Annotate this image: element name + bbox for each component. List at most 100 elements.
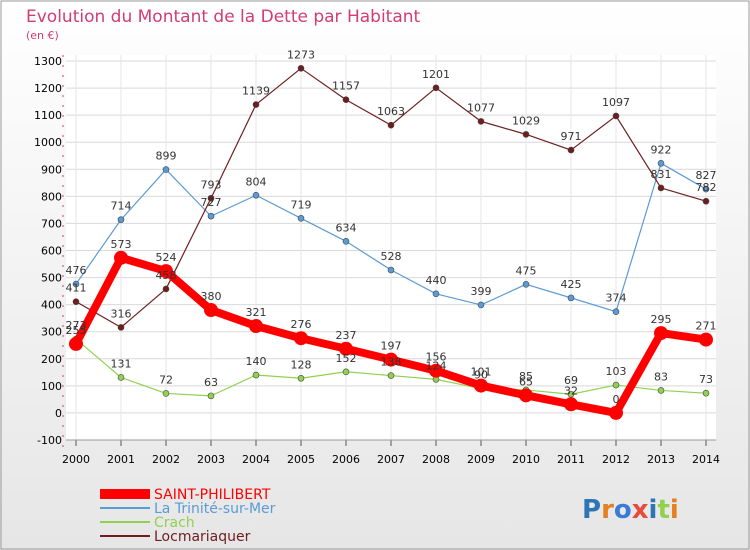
- series-la-trinit-sur-mer: [72, 160, 710, 315]
- data-label: 719: [291, 198, 312, 211]
- logo-letter: x: [632, 495, 649, 525]
- x-tick-label: 2003: [197, 453, 225, 466]
- data-point: [567, 294, 575, 302]
- data-point: [612, 381, 620, 389]
- labels-crach: 273 131 72 63 140 128 152 138 124 90 85 69 103 83 73: [66, 319, 714, 389]
- proxiti-logo: Proxiti: [582, 495, 679, 525]
- data-label: 276: [291, 318, 312, 331]
- labels-la-trinit-sur-mer: 476 714 899 727 804 719 634 528 440 399 475 425 374 9…: [66, 143, 717, 304]
- data-point: [204, 303, 218, 318]
- data-label: 124: [426, 359, 447, 372]
- x-tick-label: 2000: [62, 453, 90, 466]
- y-tick-label: 800: [41, 190, 62, 203]
- x-tick-label: 2012: [602, 453, 630, 466]
- logo-letter: i: [670, 495, 679, 525]
- data-label: 1273: [287, 48, 315, 61]
- legend-label: Locmariaquer: [154, 529, 251, 545]
- plot-area: -100010020030040050060070080090010001100…: [34, 48, 720, 466]
- data-label: 156: [426, 351, 447, 364]
- x-tick-label: 2013: [647, 453, 675, 466]
- data-label: 714: [111, 200, 132, 213]
- data-label: 573: [111, 238, 132, 251]
- data-point: [609, 405, 623, 420]
- data-point: [657, 387, 665, 394]
- data-label: 316: [111, 307, 132, 320]
- data-label: 380: [201, 290, 222, 303]
- logo-letter: P: [582, 495, 601, 525]
- data-label: 374: [606, 292, 627, 305]
- y-tick-label: 0: [55, 407, 62, 420]
- data-point: [429, 363, 443, 378]
- series-saint-philibert: [69, 250, 713, 420]
- data-point: [567, 146, 575, 154]
- data-point: [114, 250, 128, 265]
- data-label: 899: [156, 150, 177, 163]
- data-point: [342, 96, 350, 104]
- y-tick-label: -100: [37, 434, 62, 447]
- data-label: 425: [561, 278, 582, 291]
- data-label: 1063: [377, 105, 405, 118]
- data-point: [252, 371, 260, 379]
- data-point: [252, 101, 260, 108]
- data-point: [207, 212, 215, 220]
- data-label: 273: [66, 319, 87, 332]
- series-locmariaquer: [72, 65, 710, 331]
- data-label: 1157: [332, 80, 360, 93]
- data-point: [69, 336, 83, 351]
- data-point: [387, 121, 395, 129]
- x-tick-label: 2009: [467, 453, 495, 466]
- data-point: [342, 368, 350, 376]
- data-point: [207, 392, 215, 400]
- data-label: 399: [471, 285, 492, 298]
- data-point: [252, 191, 260, 199]
- data-label: 528: [381, 250, 402, 263]
- data-label: 782: [696, 181, 717, 194]
- data-label: 131: [111, 357, 132, 370]
- data-point: [249, 319, 263, 334]
- y-tick-label: 200: [41, 353, 62, 366]
- x-tick-label: 2014: [692, 453, 720, 466]
- data-point: [432, 290, 440, 298]
- logo-text: Proxiti: [582, 495, 679, 525]
- data-point: [297, 374, 305, 382]
- y-tick-label: 900: [41, 163, 62, 176]
- data-point: [474, 378, 488, 393]
- data-point: [294, 331, 308, 346]
- y-tick-label: 600: [41, 245, 62, 258]
- data-point: [702, 389, 710, 397]
- x-tick-label: 2004: [242, 453, 270, 466]
- data-label: 827: [696, 169, 717, 182]
- data-point: [522, 281, 530, 288]
- data-label: 440: [426, 274, 447, 287]
- data-point: [342, 237, 350, 245]
- data-label: 475: [516, 264, 537, 277]
- x-tick-label: 2008: [422, 453, 450, 466]
- data-point: [567, 390, 575, 398]
- data-label: 524: [156, 251, 177, 264]
- data-point: [297, 65, 305, 72]
- data-point: [117, 216, 125, 223]
- data-point: [387, 266, 395, 274]
- data-label: 1077: [467, 101, 495, 114]
- data-label: 271: [696, 320, 717, 333]
- data-label: 197: [381, 340, 402, 353]
- data-label: 1139: [242, 85, 270, 98]
- data-point: [162, 390, 170, 397]
- data-point: [699, 332, 713, 347]
- data-point: [477, 118, 485, 125]
- legend-item-la-trinit-sur-mer: La Trinité-sur-Mer: [100, 501, 276, 517]
- y-tick-label: 1000: [34, 136, 62, 149]
- data-point: [72, 298, 80, 305]
- data-label: 65: [519, 375, 533, 388]
- x-tick-label: 2002: [152, 453, 180, 466]
- data-label: 72: [159, 373, 173, 386]
- legend-item-saint-philibert: SAINT-PHILIBERT: [100, 487, 271, 503]
- chart-title: Evolution du Montant de la Dette par Hab…: [26, 7, 421, 27]
- data-label: 727: [201, 196, 222, 209]
- legend-label: SAINT-PHILIBERT: [154, 487, 271, 503]
- x-tick-label: 2001: [107, 453, 135, 466]
- logo-letter: i: [649, 495, 658, 525]
- data-label: 32: [564, 384, 578, 397]
- data-label: 831: [651, 168, 672, 181]
